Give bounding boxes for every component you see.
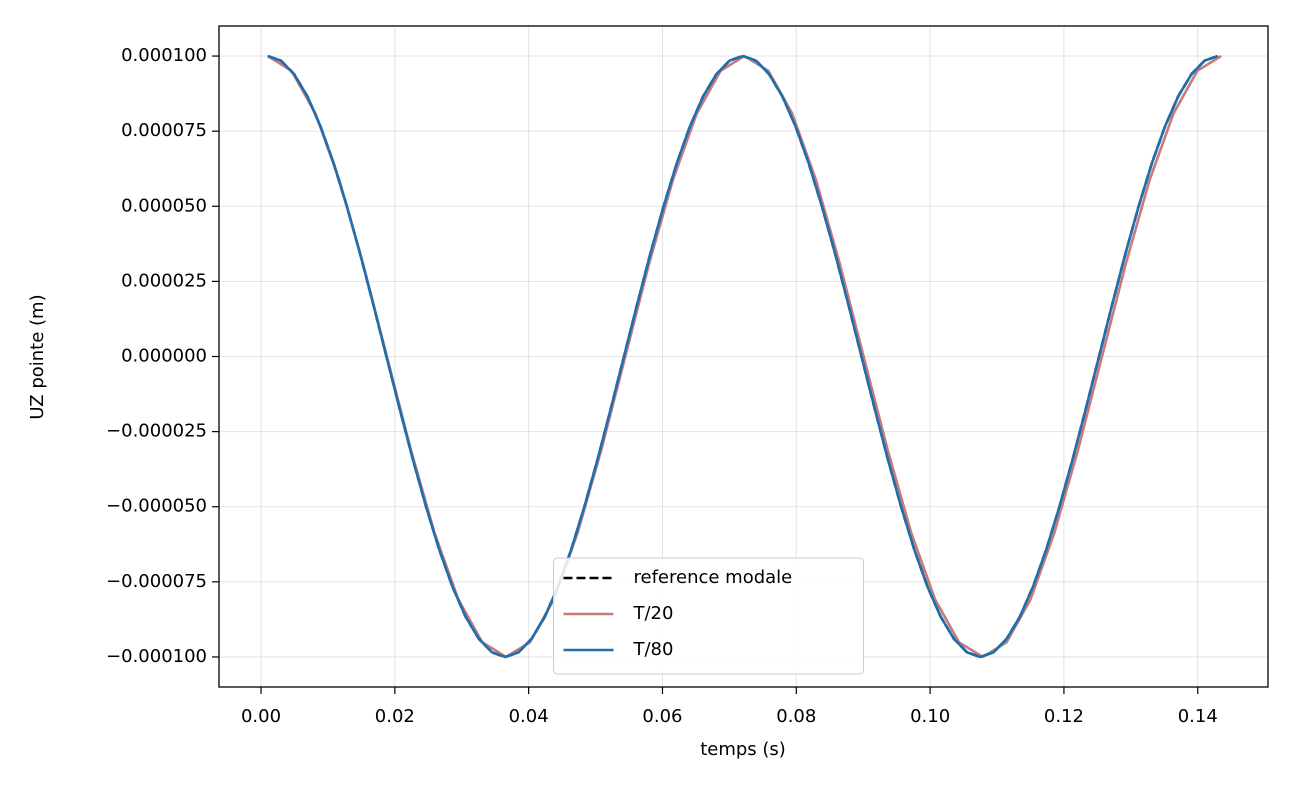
legend-label: T/80: [633, 639, 674, 660]
y-axis-label: UZ pointe (m): [27, 294, 48, 419]
x-tick-label: 0.08: [776, 706, 816, 727]
y-tick-label: 0.000100: [121, 45, 207, 66]
legend: reference modale T/20 T/80: [553, 557, 864, 675]
x-tick-label: 0.02: [375, 706, 415, 727]
x-tick-label: 0.10: [910, 706, 950, 727]
y-tick-label: 0.000050: [121, 195, 207, 216]
plot-frame: [218, 25, 1269, 688]
x-tick-label: 0.00: [241, 706, 281, 727]
legend-label: T/20: [633, 603, 674, 624]
y-tick-label: 0.000025: [121, 270, 207, 291]
legend-box: [553, 557, 864, 675]
legend-label: reference modale: [634, 567, 793, 588]
y-tick-label: −0.000075: [106, 571, 207, 592]
y-tick-label: 0.000000: [121, 346, 207, 367]
x-tick-label: 0.12: [1044, 706, 1084, 727]
series-line: [267, 54, 1219, 659]
x-axis-label: temps (s): [700, 739, 786, 760]
x-tick-label: 0.14: [1178, 706, 1218, 727]
y-tick-label: −0.000025: [106, 421, 207, 442]
y-tick-label: −0.000100: [106, 646, 207, 667]
y-tick-label: 0.000075: [121, 120, 207, 141]
y-tick-label: −0.000050: [106, 496, 207, 517]
x-tick-label: 0.06: [642, 706, 682, 727]
x-tick-label: 0.04: [509, 706, 549, 727]
